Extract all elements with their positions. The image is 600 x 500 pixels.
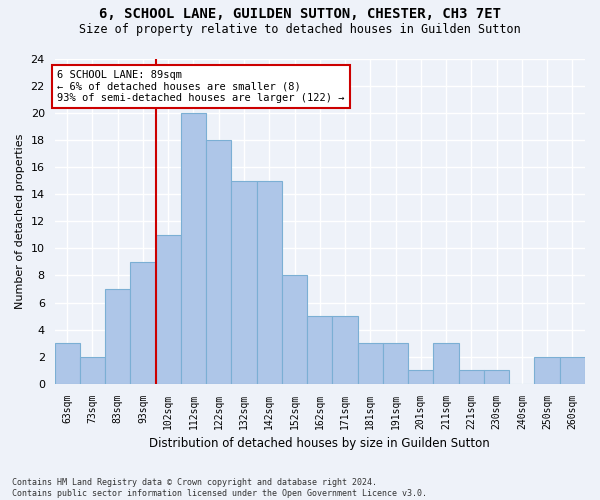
Text: Contains HM Land Registry data © Crown copyright and database right 2024.
Contai: Contains HM Land Registry data © Crown c… (12, 478, 427, 498)
Bar (484, 370, 509, 384)
Bar (560, 356, 585, 384)
Bar (408, 370, 433, 384)
Bar (433, 343, 458, 384)
Bar (358, 343, 383, 384)
Bar (55, 343, 80, 384)
Bar (130, 262, 155, 384)
Text: Size of property relative to detached houses in Guilden Sutton: Size of property relative to detached ho… (79, 22, 521, 36)
Y-axis label: Number of detached properties: Number of detached properties (15, 134, 25, 309)
Bar (80, 356, 105, 384)
Bar (282, 276, 307, 384)
Bar (332, 316, 358, 384)
Bar (257, 181, 282, 384)
Bar (307, 316, 332, 384)
Bar (155, 235, 181, 384)
Bar (458, 370, 484, 384)
Bar (383, 343, 408, 384)
X-axis label: Distribution of detached houses by size in Guilden Sutton: Distribution of detached houses by size … (149, 437, 490, 450)
Bar (181, 113, 206, 384)
Bar (105, 289, 130, 384)
Bar (206, 140, 232, 384)
Text: 6 SCHOOL LANE: 89sqm
← 6% of detached houses are smaller (8)
93% of semi-detache: 6 SCHOOL LANE: 89sqm ← 6% of detached ho… (57, 70, 344, 103)
Bar (535, 356, 560, 384)
Text: 6, SCHOOL LANE, GUILDEN SUTTON, CHESTER, CH3 7ET: 6, SCHOOL LANE, GUILDEN SUTTON, CHESTER,… (99, 8, 501, 22)
Bar (232, 181, 257, 384)
